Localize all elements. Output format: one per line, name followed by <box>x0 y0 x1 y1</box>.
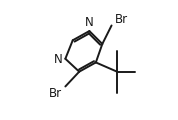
Text: Br: Br <box>115 13 128 26</box>
Text: N: N <box>85 16 94 29</box>
Text: Br: Br <box>49 87 62 100</box>
Text: N: N <box>54 53 62 66</box>
